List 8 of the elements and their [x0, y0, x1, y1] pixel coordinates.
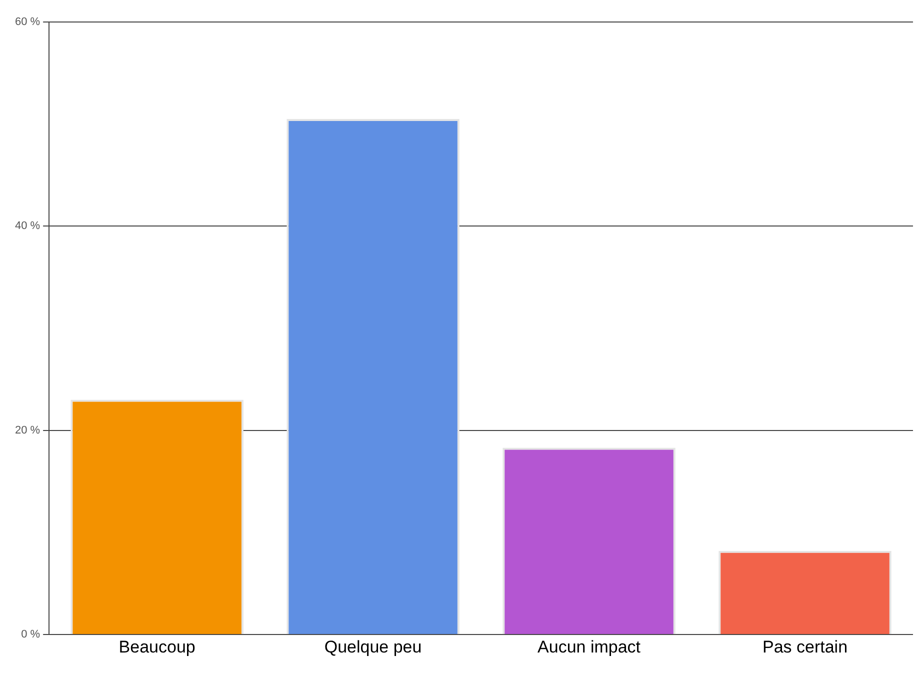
- y-tick-label: 60 %: [14, 16, 40, 28]
- x-tick-label: Aucun impact: [538, 637, 641, 656]
- y-tick-label: 40 %: [14, 220, 40, 232]
- y-tick-label: 20 %: [14, 424, 40, 436]
- x-tick-label: Beaucoup: [118, 637, 196, 656]
- x-tick-label: Quelque peu: [324, 637, 422, 656]
- x-tick-label: Pas certain: [762, 637, 848, 656]
- y-tick-label: 0 %: [21, 628, 40, 641]
